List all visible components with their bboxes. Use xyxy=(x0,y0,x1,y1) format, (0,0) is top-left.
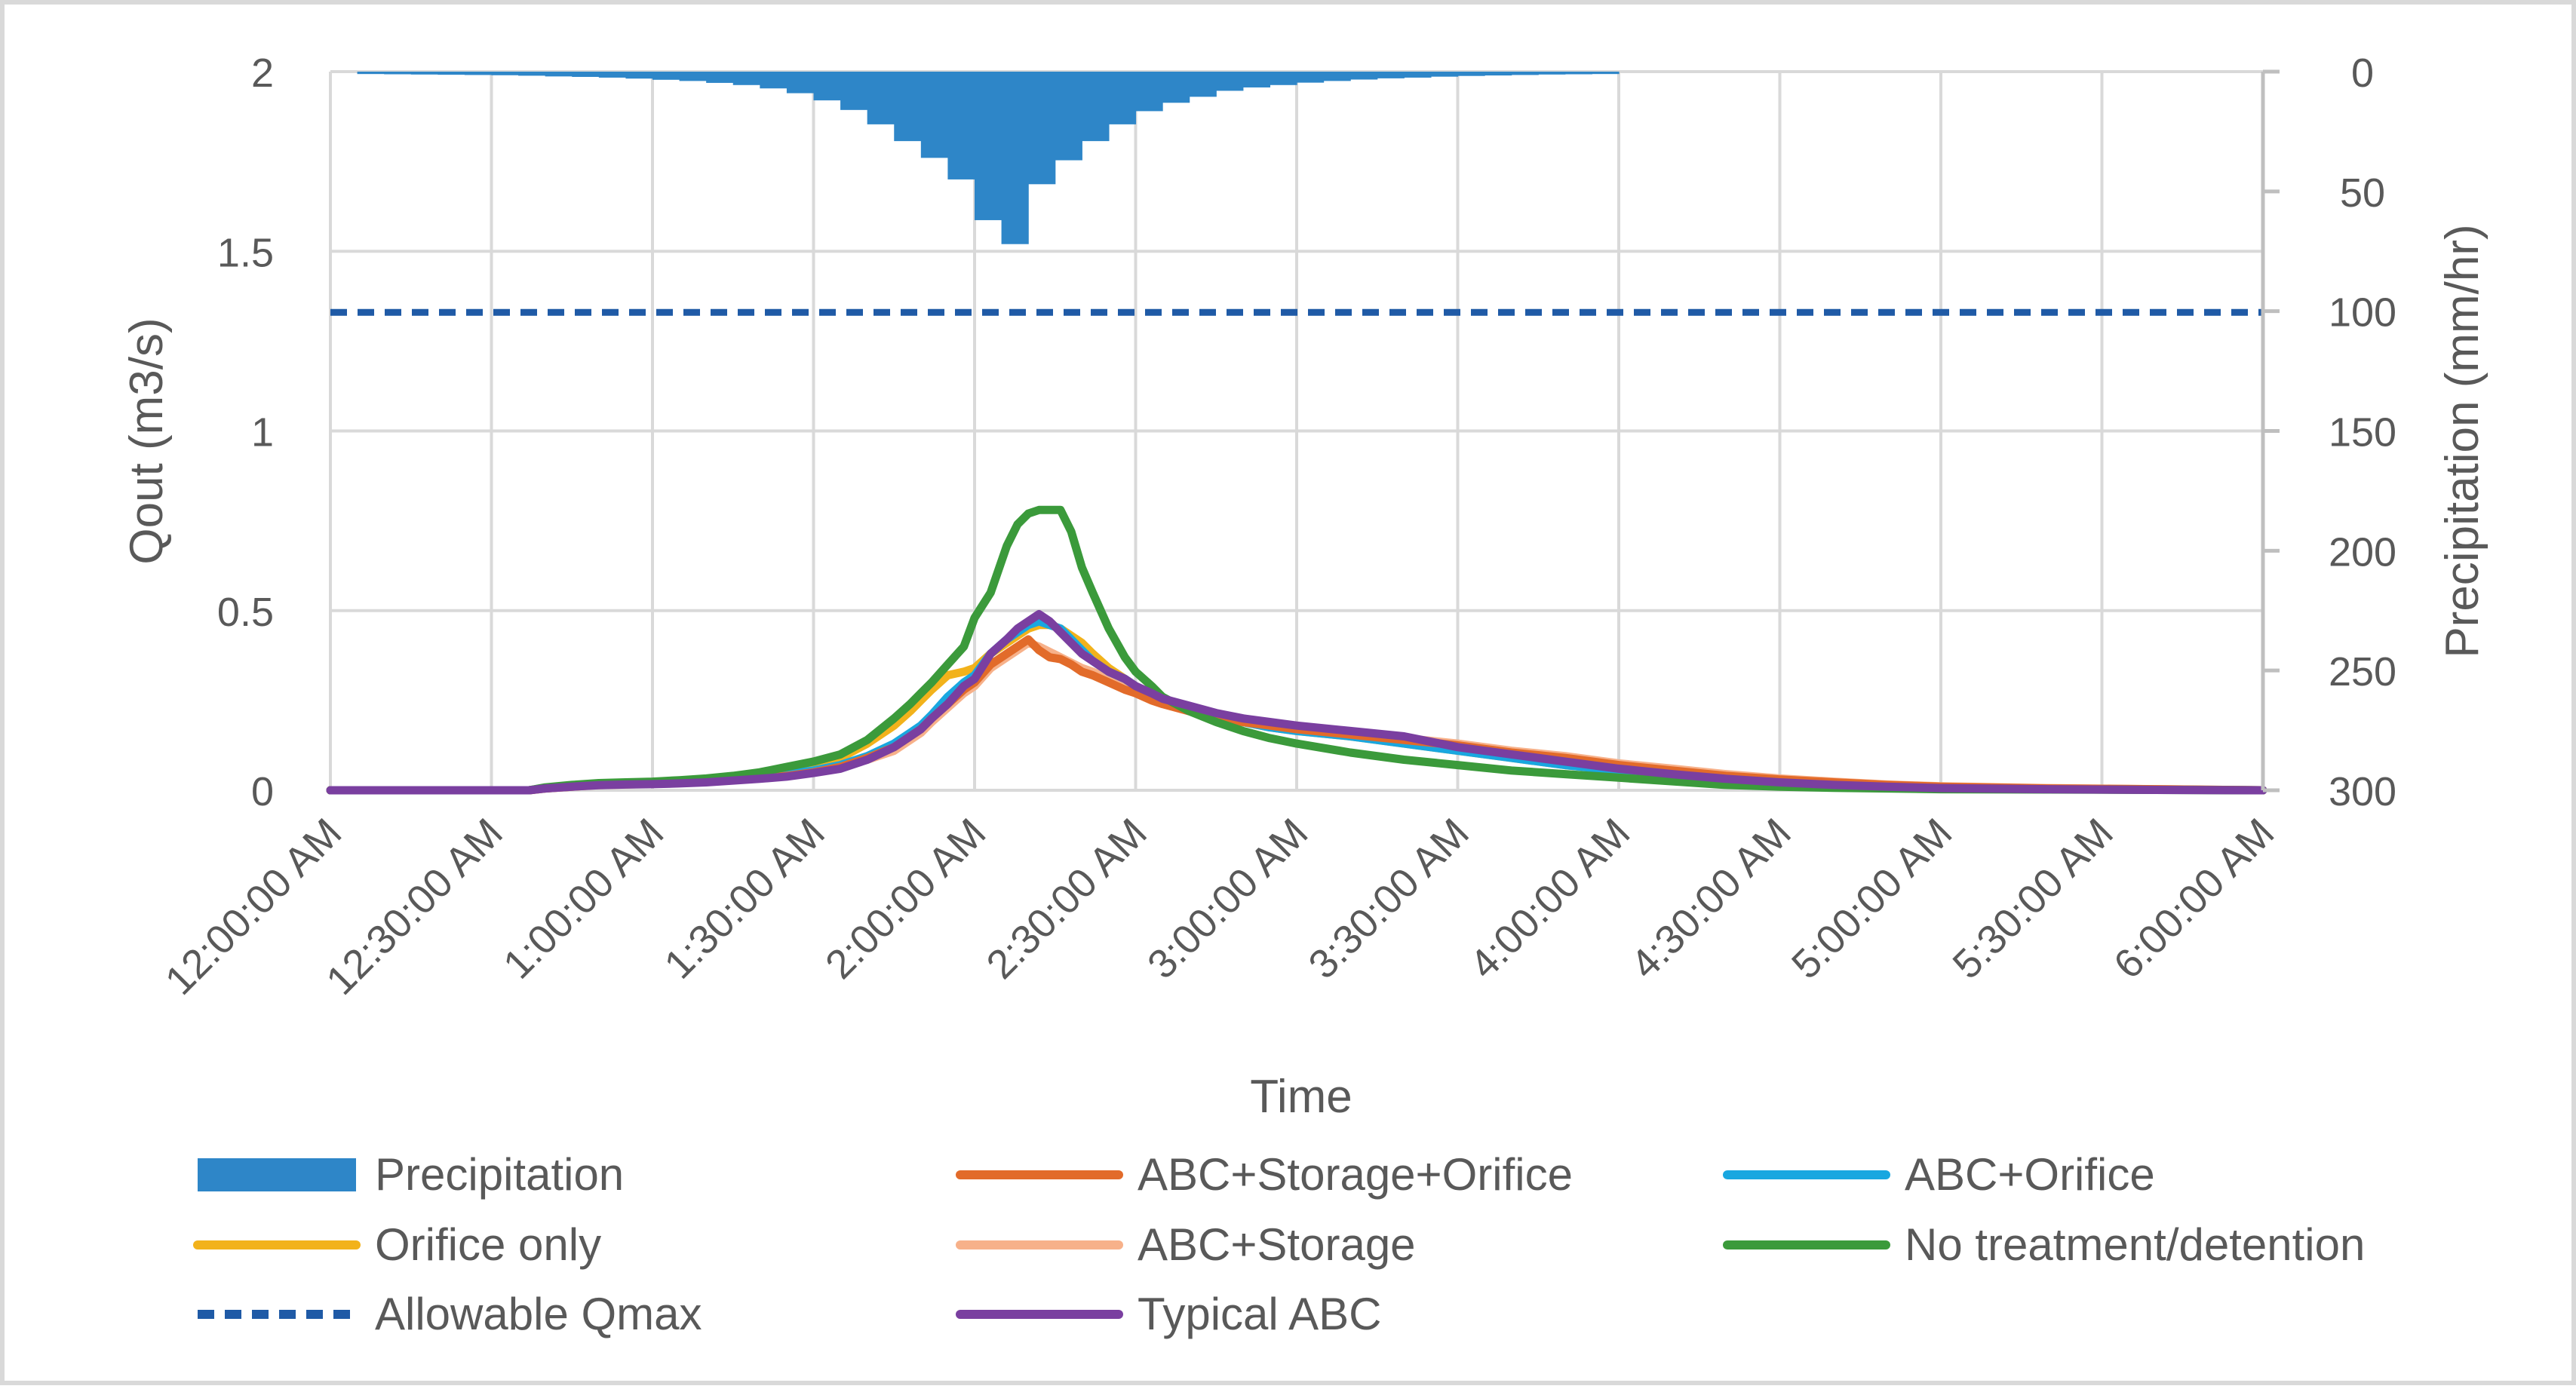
legend-item-allowable-qmax: Allowable Qmax xyxy=(198,1289,702,1339)
precipitation-bar xyxy=(652,72,680,80)
y2-tick-label: 0 xyxy=(2351,51,2374,96)
precipitation-bar xyxy=(1485,72,1512,76)
precipitation-bar xyxy=(625,72,653,79)
precipitation-bar xyxy=(1162,72,1190,103)
precipitation-bar xyxy=(464,72,493,75)
precipitation-bar xyxy=(1135,72,1163,112)
precipitation-bar xyxy=(438,72,465,75)
y2-tick-label: 250 xyxy=(2329,649,2396,694)
y-axis-title: Qout (m3/s) xyxy=(121,317,173,564)
y-tick-label: 0 xyxy=(251,769,274,814)
precipitation-bar xyxy=(1297,72,1325,83)
legend-item-abc-storage-orifice: ABC+Storage+Orifice xyxy=(956,1149,1573,1200)
legend-swatch xyxy=(198,1158,356,1191)
precipitation-bar xyxy=(1242,72,1271,87)
legend-item-precipitation: Precipitation xyxy=(198,1149,624,1200)
precipitation-bar xyxy=(1028,72,1056,185)
y-tick-label: 2 xyxy=(251,51,274,96)
precipitation-bar xyxy=(894,72,922,142)
precipitation-bar xyxy=(813,72,841,101)
precipitation-bar xyxy=(1511,72,1539,75)
y-tick-label: 1.5 xyxy=(217,230,274,275)
precipitation-bar xyxy=(1055,72,1082,161)
precipitation-bar xyxy=(1377,72,1405,78)
legend-label: Orifice only xyxy=(375,1219,601,1270)
legend-label: No treatment/detention xyxy=(1905,1219,2365,1270)
precipitation-bar xyxy=(518,72,546,76)
precipitation-bar xyxy=(1001,72,1029,244)
series-line-typical-abc xyxy=(326,610,2267,795)
precipitation-bar xyxy=(786,72,815,94)
precipitation-bar xyxy=(1350,72,1378,80)
y2-tick-label: 300 xyxy=(2329,769,2396,814)
precipitation-bar xyxy=(384,72,412,75)
y2-tick-label: 100 xyxy=(2329,290,2396,336)
y-tick-label: 1 xyxy=(251,410,274,455)
precipitation-bar xyxy=(1457,72,1485,76)
precipitation-bar xyxy=(491,72,519,75)
legend-item-orifice-only: Orifice only xyxy=(193,1219,601,1270)
legend-item-abc-orifice: ABC+Orifice xyxy=(1723,1149,2155,1200)
series-line-no-treatment-detention xyxy=(326,505,2267,795)
precipitation-bar xyxy=(975,72,1002,220)
precipitation-bar xyxy=(1270,72,1297,85)
precipitation-bar xyxy=(732,72,760,85)
precipitation-bar xyxy=(1216,72,1244,91)
legend-label: ABC+Storage xyxy=(1138,1219,1416,1270)
precipitation-bar xyxy=(1538,72,1566,75)
precipitation-bar xyxy=(598,72,627,78)
precipitation-bar xyxy=(867,72,895,124)
legend-item-no-treatment-detention: No treatment/detention xyxy=(1723,1219,2365,1270)
precipitation-bar xyxy=(920,72,949,158)
legend-label: ABC+Storage+Orifice xyxy=(1138,1149,1573,1200)
precipitation-bar xyxy=(1189,72,1217,97)
legend-item-abc-storage: ABC+Storage xyxy=(956,1219,1416,1270)
precipitation-bar xyxy=(1404,72,1432,78)
y-tick-label: 0.5 xyxy=(217,590,274,635)
precipitation-bar xyxy=(1323,72,1351,81)
legend-label: ABC+Orifice xyxy=(1905,1149,2155,1200)
legend-label: Typical ABC xyxy=(1138,1289,1381,1339)
y2-tick-label: 200 xyxy=(2329,529,2396,575)
legend-item-typical-abc: Typical ABC xyxy=(956,1289,1381,1339)
precipitation-bar xyxy=(1592,72,1620,75)
precipitation-bar xyxy=(545,72,573,77)
precipitation-bar xyxy=(1564,72,1593,75)
precipitation-bar xyxy=(572,72,600,77)
precipitation-bar xyxy=(1082,72,1110,142)
x-axis-title: Time xyxy=(1250,1071,1352,1123)
y2-axis-title: Precipitation (mm/hr) xyxy=(2436,224,2488,658)
precipitation-bar xyxy=(706,72,734,83)
precipitation-bar xyxy=(840,72,868,110)
precipitation-bar xyxy=(1108,72,1137,124)
legend-label: Allowable Qmax xyxy=(375,1289,702,1339)
precipitation-bar xyxy=(1430,72,1459,77)
precipitation-bar xyxy=(947,72,975,179)
precipitation-bar xyxy=(357,72,385,75)
precipitation-bar xyxy=(410,72,438,75)
precipitation-bar xyxy=(679,72,707,81)
precipitation-bar xyxy=(760,72,788,89)
y2-tick-label: 50 xyxy=(2340,170,2385,216)
y2-tick-label: 150 xyxy=(2329,410,2396,455)
legend-label: Precipitation xyxy=(375,1149,624,1200)
